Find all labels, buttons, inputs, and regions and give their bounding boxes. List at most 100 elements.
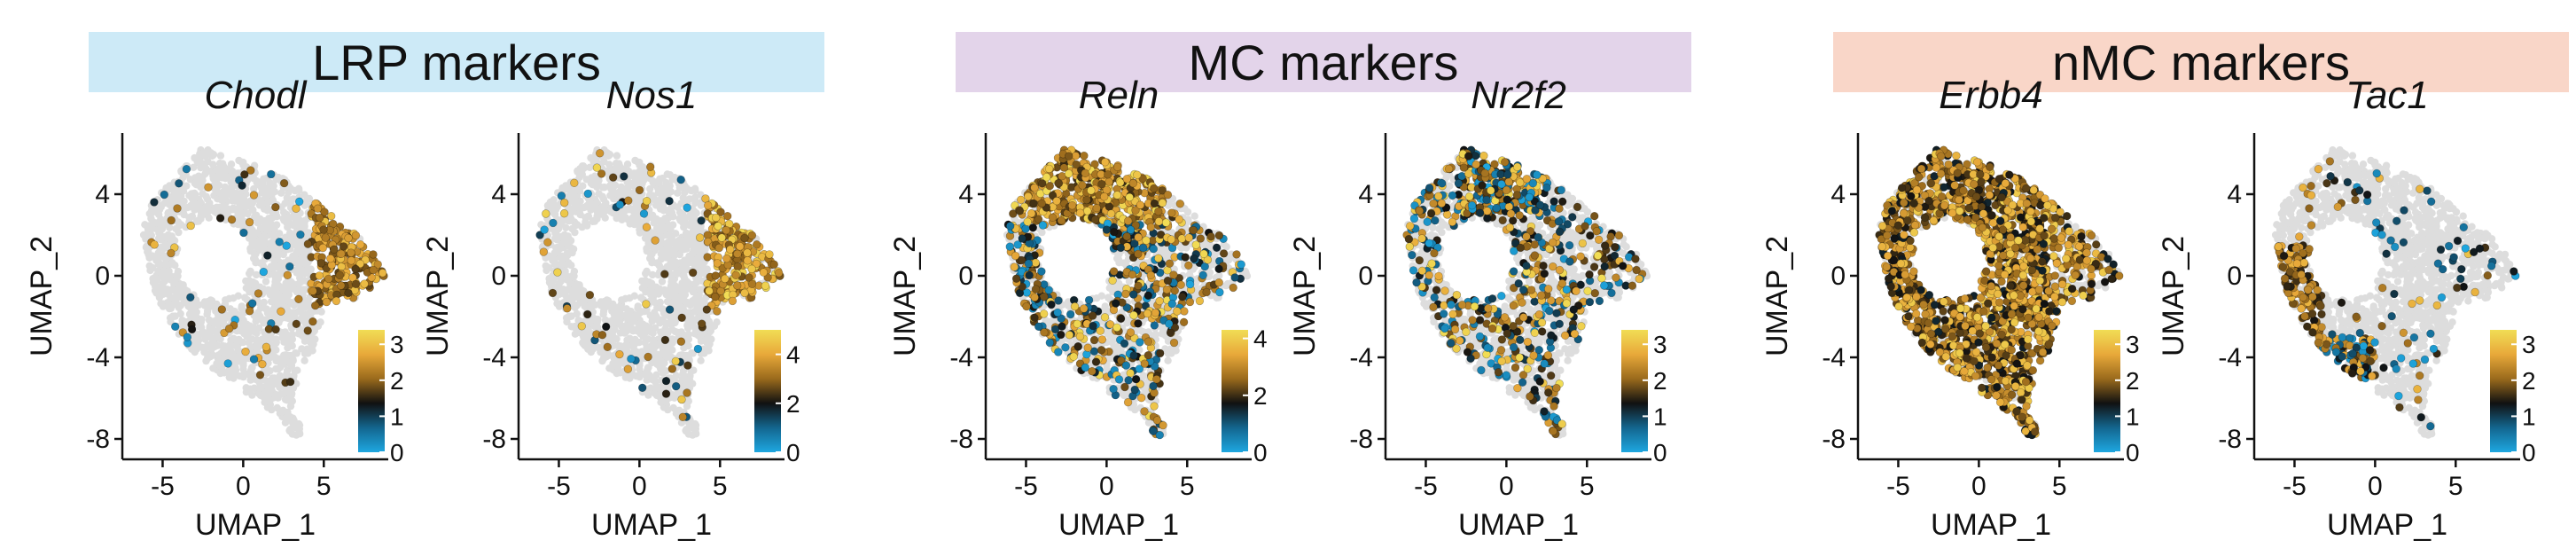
cell-point bbox=[277, 407, 285, 416]
cell-point bbox=[220, 313, 229, 321]
y-tick-label: -4 bbox=[86, 343, 110, 372]
cell-point bbox=[573, 293, 582, 301]
cell-point bbox=[694, 246, 702, 254]
cell-point bbox=[564, 294, 572, 301]
expression-point bbox=[263, 251, 272, 260]
cell-point bbox=[691, 419, 699, 428]
cell-point bbox=[613, 369, 621, 378]
expression-point bbox=[705, 286, 714, 295]
expression-point bbox=[224, 324, 234, 333]
expression-point bbox=[187, 325, 197, 334]
cell-point bbox=[683, 184, 691, 192]
expression-point bbox=[283, 270, 292, 279]
cell-point bbox=[1164, 356, 1172, 364]
expression-point bbox=[747, 264, 756, 273]
expression-point bbox=[223, 359, 232, 368]
expression-point bbox=[642, 197, 652, 206]
cell-point bbox=[175, 228, 183, 237]
expression-point bbox=[275, 238, 284, 247]
cell-point bbox=[294, 419, 303, 428]
expression-point bbox=[676, 337, 686, 346]
cell-point bbox=[291, 254, 299, 262]
expression-point bbox=[774, 269, 784, 278]
expression-point bbox=[722, 225, 730, 235]
expression-point bbox=[557, 192, 566, 200]
expression-point bbox=[683, 361, 692, 370]
expression-point bbox=[677, 395, 686, 404]
cell-point bbox=[170, 237, 179, 245]
expression-point bbox=[160, 190, 169, 200]
cell-point bbox=[195, 301, 203, 309]
cell-point bbox=[152, 207, 160, 215]
cell-point bbox=[252, 282, 260, 290]
cell-point bbox=[543, 262, 551, 271]
cell-point bbox=[650, 244, 658, 252]
cell-point bbox=[215, 181, 223, 190]
expression-point bbox=[167, 215, 176, 225]
cell-point bbox=[699, 267, 707, 275]
expression-point bbox=[296, 230, 305, 239]
expression-point bbox=[292, 319, 301, 328]
colorbar-tick-label: 2 bbox=[786, 390, 800, 418]
colorbar-tick-label: 1 bbox=[390, 403, 404, 430]
cell-point bbox=[279, 250, 287, 259]
expression-point bbox=[369, 265, 378, 275]
expression-point bbox=[661, 389, 671, 398]
expression-point bbox=[259, 267, 268, 277]
cell-point bbox=[683, 324, 692, 333]
cell-point bbox=[176, 221, 183, 230]
cell-point bbox=[191, 179, 199, 187]
cell-point bbox=[194, 216, 202, 224]
cell-point bbox=[648, 282, 656, 290]
cell-point bbox=[275, 318, 283, 326]
cell-point bbox=[667, 233, 675, 241]
cell-point bbox=[653, 383, 662, 391]
expression-point bbox=[740, 233, 749, 243]
cell-point bbox=[189, 197, 198, 205]
cell-point bbox=[252, 314, 260, 322]
expression-point bbox=[347, 248, 355, 257]
expression-point bbox=[182, 165, 191, 174]
cell-point bbox=[656, 175, 664, 183]
cell-point bbox=[194, 172, 203, 180]
cell-point bbox=[161, 260, 169, 268]
cell-point bbox=[205, 316, 214, 325]
cell-point bbox=[649, 178, 657, 187]
cell-point bbox=[679, 305, 688, 313]
expression-point bbox=[711, 271, 720, 280]
cell-point bbox=[185, 310, 194, 318]
cell-point bbox=[659, 193, 667, 201]
expression-point bbox=[215, 214, 225, 223]
cell-point bbox=[254, 244, 262, 252]
expression-point bbox=[183, 333, 192, 341]
cell-point bbox=[585, 197, 594, 205]
colorbar bbox=[358, 330, 385, 452]
cell-point bbox=[672, 244, 680, 252]
cell-point bbox=[578, 165, 586, 173]
expression-point bbox=[722, 254, 731, 263]
cell-point bbox=[196, 317, 205, 325]
expression-point bbox=[553, 268, 562, 277]
cell-point bbox=[236, 214, 244, 222]
cell-point bbox=[300, 286, 308, 294]
expression-point bbox=[351, 231, 361, 240]
cell-point bbox=[621, 325, 629, 333]
cell-point bbox=[149, 275, 157, 283]
cell-point bbox=[272, 346, 280, 354]
expression-point bbox=[747, 231, 757, 240]
banner-nmc-markers: nMC markers bbox=[1833, 32, 2569, 92]
x-tick-label: -5 bbox=[547, 472, 571, 501]
expression-point bbox=[570, 178, 579, 188]
cell-point bbox=[263, 225, 271, 234]
cell-point bbox=[578, 286, 586, 294]
cell-point bbox=[666, 171, 674, 179]
cell-point bbox=[220, 348, 228, 357]
cell-point bbox=[286, 402, 295, 411]
expression-point bbox=[340, 242, 348, 251]
cell-point bbox=[617, 304, 625, 312]
expression-point bbox=[227, 215, 237, 224]
cell-point bbox=[573, 309, 581, 318]
cell-point bbox=[176, 309, 184, 318]
cell-point bbox=[660, 251, 667, 260]
